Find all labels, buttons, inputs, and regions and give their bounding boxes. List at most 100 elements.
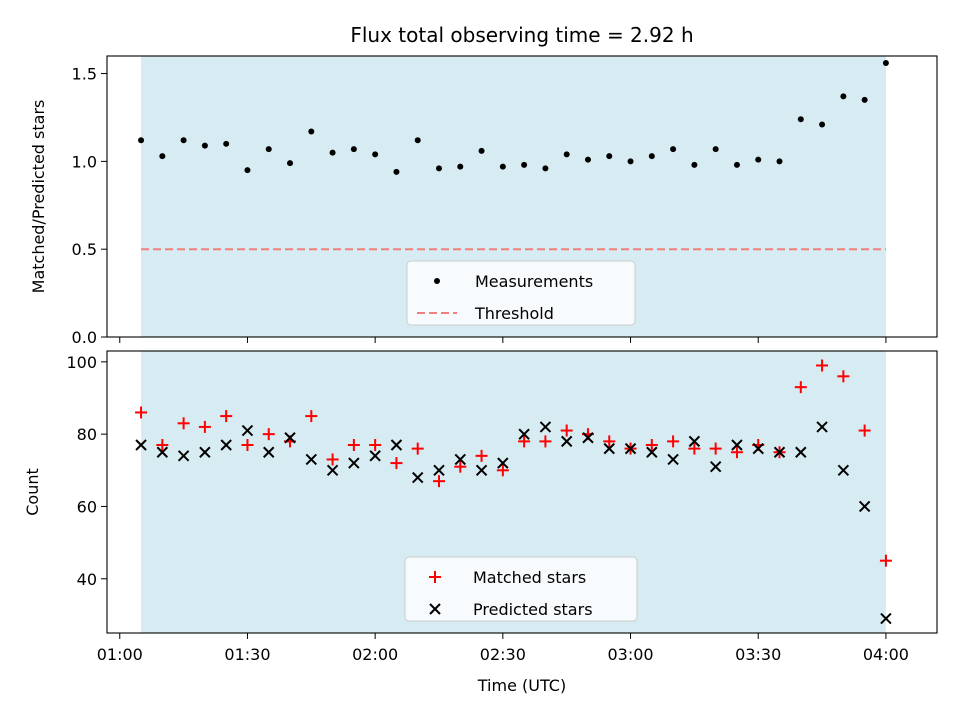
measurement-point — [265, 146, 272, 153]
predicted-star-point — [305, 453, 318, 466]
measurement-point — [223, 140, 230, 147]
matched-star-point — [220, 410, 233, 423]
measurement-point — [201, 142, 208, 149]
bottom-y-tick-label: 60 — [77, 497, 97, 516]
predicted-star-point — [795, 446, 807, 458]
matched-star-point — [837, 370, 850, 383]
matched-star-point — [347, 439, 360, 451]
top-axes-frame — [106, 55, 938, 338]
matched-star-point — [411, 442, 424, 455]
measurement-point — [287, 160, 294, 167]
measurement-point — [797, 116, 804, 123]
measurement-point — [691, 161, 698, 168]
legend-label: Measurements — [475, 272, 593, 291]
measurement-point — [457, 163, 464, 170]
matched-star-point — [645, 439, 658, 451]
matched-star-point — [496, 464, 509, 477]
x-tick-label: 01:00 — [97, 645, 143, 664]
measurement-point — [670, 146, 677, 153]
legend-measurement-marker — [434, 278, 440, 284]
top-y-tick-label: 1.5 — [72, 65, 97, 84]
measurement-point — [180, 137, 187, 144]
matched-star-point — [560, 424, 573, 437]
predicted-star-point — [858, 500, 871, 513]
predicted-star-point — [156, 446, 169, 458]
measurement-point — [840, 93, 847, 100]
matched-star-point — [879, 554, 892, 567]
top-y-tick-label: 0.0 — [72, 328, 97, 347]
predicted-star-point — [603, 442, 615, 455]
legend-matched-marker — [429, 571, 441, 583]
legend-box — [404, 556, 638, 622]
bottom-x-axis: 01:00 01:30 02:00 02:30 03:00 03:30 04:00 — [97, 633, 909, 664]
predicted-star-point — [369, 450, 381, 462]
matched-star-point — [305, 410, 318, 423]
predicted-star-point — [177, 450, 190, 462]
measurement-point — [627, 158, 634, 165]
matched-star-point — [390, 457, 403, 470]
measurement-points — [138, 60, 889, 175]
predicted-star-point — [667, 453, 679, 466]
measurement-point — [819, 121, 826, 128]
predicted-star-point — [688, 435, 701, 448]
top-legend: Measurements Threshold — [406, 260, 636, 326]
predicted-star-point — [390, 439, 403, 451]
matched-star-point — [730, 446, 743, 459]
predicted-star-point — [539, 421, 552, 433]
bottom-y-axis-label: Count — [23, 468, 42, 516]
predicted-star-point — [326, 464, 339, 477]
matched-star-point — [816, 359, 829, 372]
predicted-star-point — [646, 446, 658, 458]
legend-box — [406, 260, 636, 326]
measurement-point — [499, 163, 506, 170]
matched-star-point — [433, 475, 445, 488]
bottom-y-axis: 40 60 80 100 — [66, 353, 107, 589]
x-tick-label: 02:30 — [480, 645, 526, 664]
matched-star-point — [475, 449, 488, 462]
predicted-star-point — [731, 439, 743, 451]
matched-star-point — [135, 406, 148, 419]
predicted-star-point — [773, 446, 786, 458]
legend-label: Matched stars — [473, 568, 586, 587]
matched-star-point — [454, 460, 467, 473]
predicted-star-point — [241, 424, 254, 437]
matched-star-point — [858, 424, 871, 437]
matched-star-point — [518, 435, 531, 448]
predicted-star-point — [624, 442, 637, 455]
bottom-y-tick-label: 100 — [66, 353, 97, 372]
predicted-star-point — [433, 464, 445, 477]
measurement-point — [755, 156, 762, 163]
measurement-point — [712, 146, 719, 153]
predicted-star-point — [837, 464, 850, 477]
bottom-y-tick-label: 80 — [77, 425, 97, 444]
bottom-y-tick-label: 40 — [77, 570, 97, 589]
predicted-star-point — [475, 464, 488, 477]
bottom-axes-frame — [106, 350, 938, 634]
matched-star-point — [156, 439, 169, 451]
top-y-tick-label: 0.5 — [72, 240, 97, 259]
measurement-point — [372, 151, 379, 158]
matched-star-point — [539, 435, 552, 448]
predicted-star-point — [497, 457, 509, 469]
matched-star-point — [688, 442, 701, 455]
top-y-tick-label: 1.0 — [72, 152, 97, 171]
measurement-point — [776, 158, 783, 165]
measurement-point — [350, 146, 357, 153]
measurement-point — [606, 153, 613, 160]
matched-star-point — [667, 435, 680, 448]
top-x-ticks — [119, 337, 887, 343]
x-tick-label: 03:30 — [735, 645, 781, 664]
measurement-point — [861, 96, 868, 103]
predicted-star-point — [263, 446, 275, 458]
measurement-point — [244, 167, 251, 174]
measurement-point — [329, 149, 336, 156]
measurement-point — [733, 161, 740, 168]
matched-star-point — [326, 453, 339, 466]
predicted-star-point — [454, 453, 466, 466]
measurement-point — [159, 153, 166, 160]
matched-star-point — [262, 428, 275, 441]
predicted-star-point — [348, 457, 360, 469]
matched-star-point — [177, 417, 190, 430]
x-axis-label: Time (UTC) — [477, 676, 566, 695]
